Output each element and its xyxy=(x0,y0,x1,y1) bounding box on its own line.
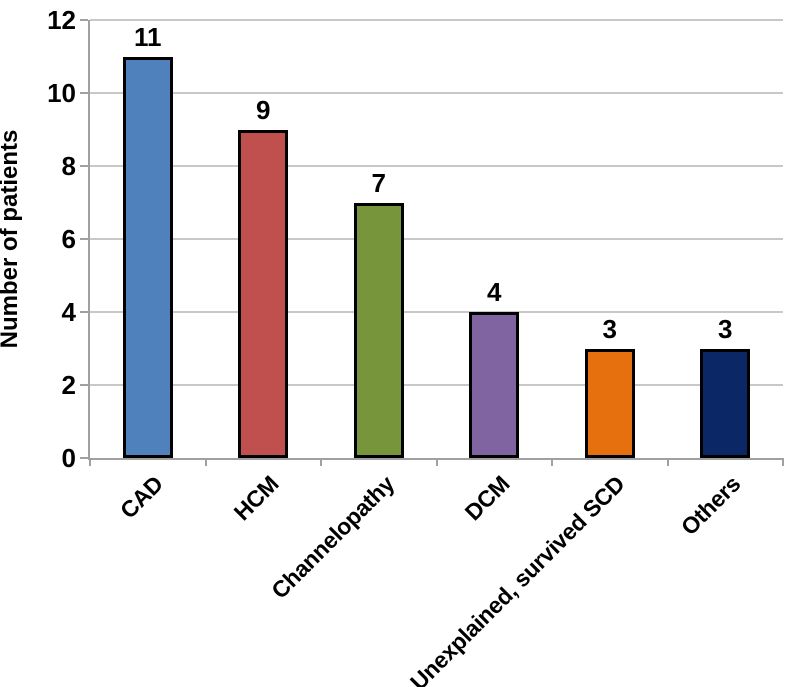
bar-value-label-channelopathy: 7 xyxy=(371,167,386,198)
y-tick-label-4: 4 xyxy=(61,297,76,327)
y-tick-2 xyxy=(80,384,88,386)
bar-value-label-others: 3 xyxy=(718,313,733,344)
x-category-label-hcm: HCM xyxy=(228,470,284,526)
x-category-label-others: Others xyxy=(675,470,746,541)
gridline-y-8 xyxy=(90,165,783,167)
gridline-y-2 xyxy=(90,384,783,386)
x-tick-1 xyxy=(204,458,207,466)
y-tick-4 xyxy=(80,311,88,313)
x-category-label-unexplained-survived-scd: Unexplained, survived SCD xyxy=(405,470,630,687)
gridline-y-10 xyxy=(90,92,783,94)
x-tick-6 xyxy=(782,458,784,466)
bar-value-label-unexplained-survived-scd: 3 xyxy=(602,313,617,344)
x-tick-3 xyxy=(435,458,438,466)
y-tick-label-0: 0 xyxy=(61,443,76,473)
y-tick-10 xyxy=(80,92,88,94)
y-tick-label-8: 8 xyxy=(61,151,76,181)
y-tick-0 xyxy=(80,457,88,459)
bar-channelopathy xyxy=(353,202,404,458)
x-category-label-channelopathy: Channelopathy xyxy=(265,470,399,604)
gridline-y-6 xyxy=(90,238,783,240)
y-axis-line xyxy=(88,20,90,458)
y-tick-label-2: 2 xyxy=(61,370,76,400)
y-tick-12 xyxy=(80,19,88,21)
y-tick-label-6: 6 xyxy=(61,224,76,254)
bar-cad xyxy=(122,56,173,458)
bar-unexplained-survived-scd xyxy=(584,348,635,458)
bar-value-label-hcm: 9 xyxy=(256,94,271,125)
x-tick-2 xyxy=(320,458,322,466)
x-tick-4 xyxy=(551,458,553,466)
y-tick-label-10: 10 xyxy=(47,78,76,108)
x-tick-5 xyxy=(666,458,669,466)
y-tick-label-12: 12 xyxy=(47,5,76,35)
y-tick-6 xyxy=(80,238,88,240)
x-category-label-dcm: DCM xyxy=(459,470,515,526)
bar-others xyxy=(700,348,751,458)
bar-hcm xyxy=(238,129,289,458)
y-tick-8 xyxy=(80,165,88,167)
gridline-y-12 xyxy=(90,19,783,21)
bar-value-label-cad: 11 xyxy=(134,21,162,52)
x-tick-0 xyxy=(89,458,91,466)
plot-area: 0 2 4 6 8 10 12 11 CAD 9 HCM 7 Channelopathy 4 DCM 3 Une… xyxy=(47,7,784,687)
bar-value-label-dcm: 4 xyxy=(487,277,502,307)
x-category-label-cad: CAD xyxy=(114,470,168,524)
bar-dcm xyxy=(469,312,520,458)
gridline-y-4 xyxy=(90,311,783,313)
